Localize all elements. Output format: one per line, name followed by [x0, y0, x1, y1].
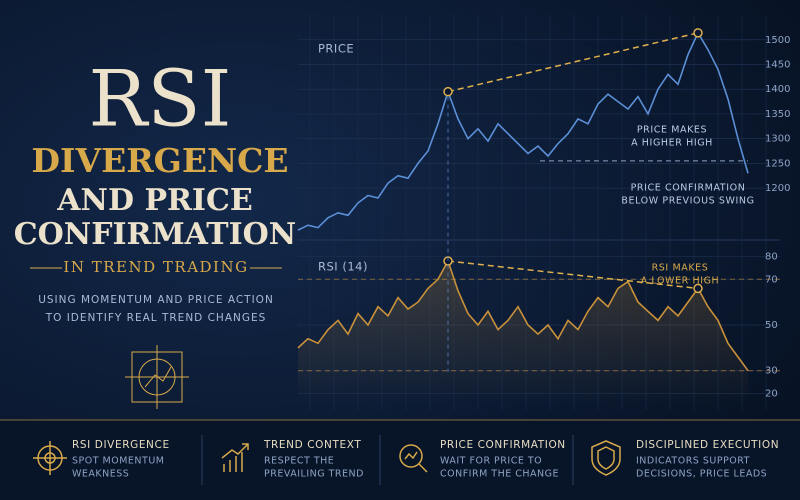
annotation: PRICE MAKES: [637, 125, 707, 136]
series-line: [297, 31, 749, 231]
annotation: A LOWER HIGH: [641, 276, 720, 287]
target-icon: [125, 345, 189, 409]
peak-marker: [693, 283, 703, 294]
footer-icons: [33, 440, 621, 476]
feature-desc: INDICATORS SUPPORT: [636, 456, 750, 467]
feature-desc: WEAKNESS: [72, 469, 129, 480]
feature-desc: SPOT MOMENTUM: [72, 456, 165, 467]
feature-desc: RESPECT THE: [264, 456, 334, 467]
feature-desc: DECISIONS, PRICE LEADS: [636, 469, 767, 480]
divergence-line: [447, 260, 699, 290]
y-tick-label: 1200: [765, 183, 790, 194]
feature-title: PRICE CONFIRMATION: [440, 439, 566, 451]
peak-marker: [443, 86, 453, 97]
y-tick-label: 20: [765, 389, 778, 400]
annotation: A HIGHER HIGH: [631, 138, 713, 149]
panel-title: PRICE: [318, 42, 354, 56]
y-tick-label: 1400: [765, 84, 790, 95]
divergence-line: [447, 32, 699, 93]
y-tick-label: 1450: [765, 59, 790, 70]
feature-title: RSI DIVERGENCE: [72, 439, 170, 451]
subtitle: USING MOMENTUM AND PRICE ACTION: [38, 294, 274, 306]
title-line: DIVERGENCE: [31, 141, 288, 180]
panel-title: RSI (14): [318, 260, 368, 274]
series-line: [297, 259, 749, 372]
feature-desc: CONFIRM THE CHANGE: [440, 469, 559, 480]
feature-title: DISCIPLINED EXECUTION: [636, 439, 779, 451]
feature-title: TREND CONTEXT: [263, 439, 361, 451]
annotation: PRICE CONFIRMATION: [631, 183, 746, 194]
title-line: AND PRICE: [56, 183, 252, 218]
y-tick-label: 80: [765, 251, 778, 262]
y-tick-label: 50: [765, 320, 778, 331]
feature-desc: PREVAILING TREND: [264, 469, 364, 480]
subtitle: TO IDENTIFY REAL TREND CHANGES: [45, 312, 267, 324]
y-tick-label: 30: [765, 366, 778, 377]
footer-dividers: [201, 435, 574, 485]
y-tick-label: 1350: [765, 109, 790, 120]
y-tick-label: 1300: [765, 134, 790, 145]
y-tick-label: 1500: [765, 35, 790, 46]
peak-marker: [693, 28, 703, 38]
tagline: IN TREND TRADING: [63, 258, 248, 276]
y-tick-label: 1250: [765, 158, 790, 169]
title-line: CONFIRMATION: [14, 217, 296, 252]
title: RSI: [89, 55, 232, 145]
annotation: RSI MAKES: [652, 263, 709, 274]
y-tick-label: 70: [765, 274, 778, 285]
annotation: BELOW PREVIOUS SWING: [621, 196, 754, 207]
feature-desc: WAIT FOR PRICE TO: [440, 456, 542, 467]
